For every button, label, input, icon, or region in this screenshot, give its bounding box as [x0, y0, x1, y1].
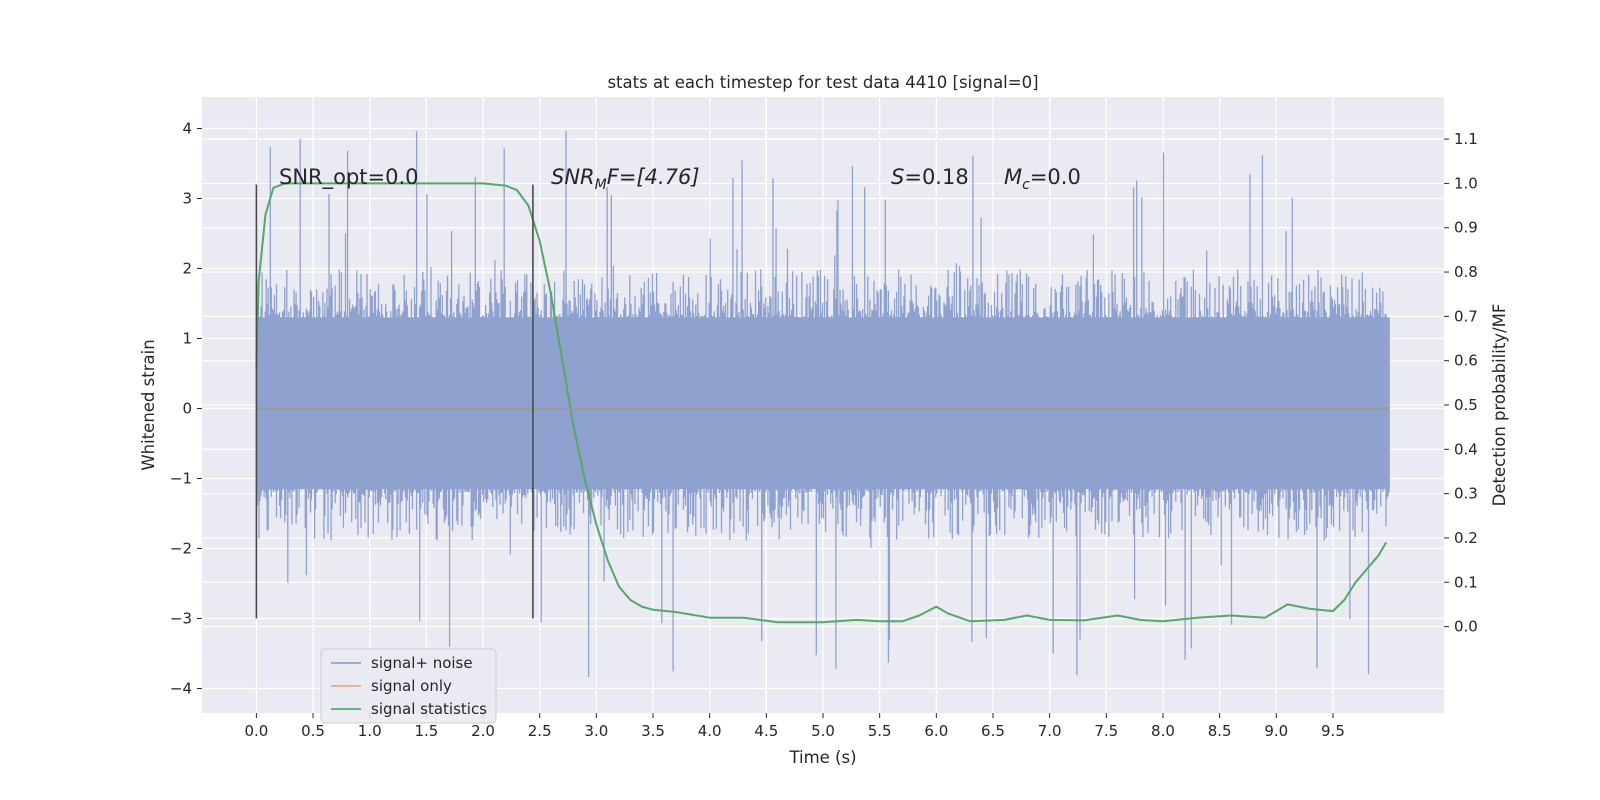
x-tick-label: 3.0 [584, 722, 608, 740]
x-tick-label: 6.0 [924, 722, 948, 740]
x-tick-label: 6.5 [981, 722, 1005, 740]
annotation-mc: Mc=0.0 [1004, 165, 1081, 193]
series-signal-noise [256, 131, 1390, 677]
x-tick-label: 0.0 [244, 722, 268, 740]
annotation-snr-opt: SNR_opt=0.0 [279, 165, 419, 190]
y2-tick-label: 1.1 [1454, 130, 1478, 148]
annotation-snr-mf-value: F=[4.76] [607, 165, 700, 189]
annotation-snr-mf-symbol: SNR [551, 165, 595, 189]
legend-label-signal-noise: signal+ noise [371, 654, 473, 672]
y-tick-label: 4 [182, 120, 192, 138]
y-tick-label: 1 [182, 330, 192, 348]
x-tick-label: 3.5 [641, 722, 665, 740]
x-tick-label: 5.0 [811, 722, 835, 740]
legend-label-signal-only: signal only [371, 677, 452, 695]
y2-tick-label: 0.6 [1454, 352, 1478, 370]
y2-tick-label: 0.7 [1454, 307, 1478, 325]
annotation-mc-subscript: c [1022, 177, 1030, 193]
y-tick-label: 3 [182, 190, 192, 208]
legend-box [320, 648, 497, 724]
series-lines [255, 182, 1390, 624]
y-tick-label: 2 [182, 260, 192, 278]
y2-axis-label: Detection probability/MF [1490, 304, 1509, 507]
annotation-mc-symbol: M [1004, 165, 1022, 189]
x-tick-label: 8.0 [1151, 722, 1175, 740]
y-tick-label: −3 [170, 610, 192, 628]
y2-tick-label: 0.5 [1454, 396, 1478, 414]
x-tick-label: 1.0 [358, 722, 382, 740]
legend-label-signal-statistics: signal statistics [371, 700, 487, 718]
y2-tick-label: 0.4 [1454, 440, 1478, 458]
x-tick-label: 4.5 [754, 722, 778, 740]
y2-tick-label: 0.0 [1454, 618, 1478, 636]
x-axis-label: Time (s) [788, 748, 856, 767]
x-tick-label: 8.5 [1208, 722, 1232, 740]
y2-tick-label: 1.0 [1454, 174, 1478, 192]
x-tick-label: 4.0 [698, 722, 722, 740]
y2-tick-label: 0.8 [1454, 263, 1478, 281]
chart-title: stats at each timestep for test data 441… [607, 73, 1038, 92]
x-tick-label: 1.5 [414, 722, 438, 740]
y2-tick-label: 0.2 [1454, 529, 1478, 547]
y2-tick-label: 0.1 [1454, 573, 1478, 591]
x-tick-label: 7.0 [1038, 722, 1062, 740]
legend: signal+ noise signal only signal statist… [320, 648, 497, 724]
x-tick-label: 2.0 [471, 722, 495, 740]
annotation-s-value: =0.18 [904, 165, 968, 189]
annotation-snr-mf: SNRMF=[4.76] [551, 165, 700, 193]
x-tick-label: 5.5 [868, 722, 892, 740]
y-tick-label: −1 [170, 470, 192, 488]
x-tick-label: 0.5 [301, 722, 325, 740]
y-axis-label: Whitened strain [139, 339, 158, 470]
series-signal-statistics-line [255, 182, 1388, 624]
x-tick-label: 2.5 [528, 722, 552, 740]
annotation-s: S=0.18 [891, 165, 969, 189]
y2-tick-label: 0.9 [1454, 219, 1478, 237]
annotation-snr-mf-subscript: M [595, 177, 607, 193]
x-tick-label: 7.5 [1094, 722, 1118, 740]
x-tick-label: 9.0 [1264, 722, 1288, 740]
x-tick-label: 9.5 [1321, 722, 1345, 740]
ticks: 0.0 0.5 1.0 1.5 2.0 2.5 3.0 3.5 4.0 4.5 5.0 5.5 6.0 6… [170, 120, 1478, 741]
y-tick-label: −2 [170, 540, 192, 558]
y-tick-label: −4 [170, 680, 192, 698]
y-tick-label: 0 [182, 400, 192, 418]
annotation-mc-value: =0.0 [1030, 165, 1081, 189]
annotation-s-symbol: S [891, 165, 904, 189]
y2-tick-label: 0.3 [1454, 485, 1478, 503]
vertical-markers [255, 184, 534, 619]
